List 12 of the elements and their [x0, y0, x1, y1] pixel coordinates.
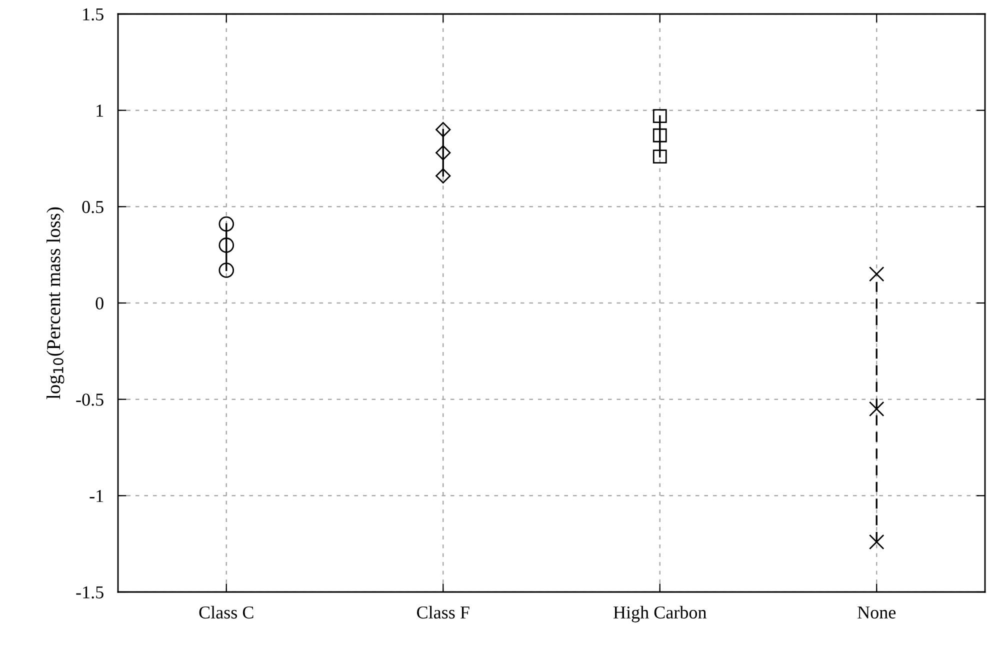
x-tick-label: Class F [417, 606, 470, 619]
y-tick-label: 0 [96, 297, 104, 310]
y-tick-label: 0.5 [82, 200, 104, 214]
y-tick-label: -1 [90, 490, 104, 502]
y-tick-label: 1 [96, 104, 104, 117]
y-tick-label: -1.5 [76, 586, 104, 599]
x-tick-label: High Carbon [614, 606, 706, 622]
x-tick-label: None [858, 606, 896, 619]
y-tick-label: 1.5 [83, 8, 104, 21]
y-axis-title: log$_{10}$(Percent mass loss) [46, 207, 64, 400]
y-tick-label: -0.5 [76, 394, 104, 406]
x-tick-label: Class C [199, 606, 254, 619]
